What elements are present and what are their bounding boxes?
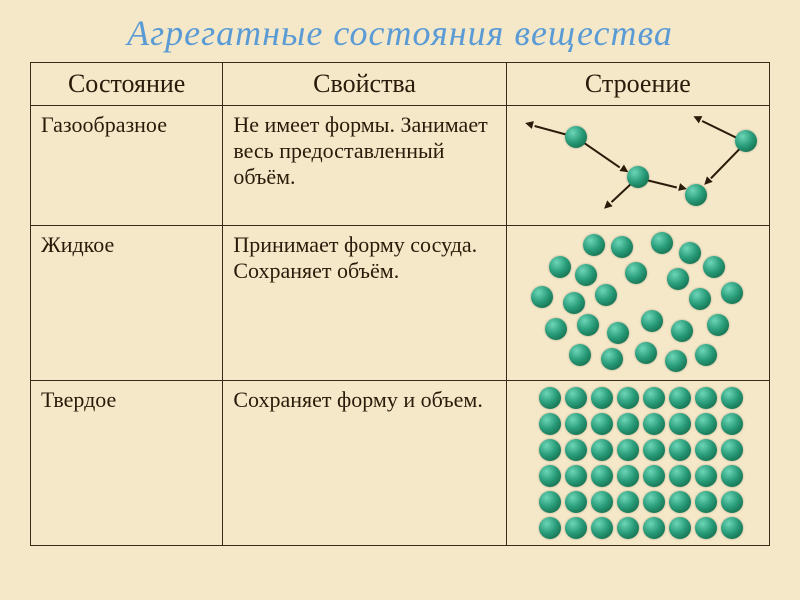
particle — [641, 310, 663, 332]
particle — [583, 234, 605, 256]
state-cell: Твердое — [31, 381, 223, 546]
particle — [617, 517, 639, 539]
header-row: Состояние Свойства Строение — [31, 63, 770, 106]
particle — [539, 413, 561, 435]
particle — [591, 465, 613, 487]
particle — [695, 344, 717, 366]
particle — [735, 130, 757, 152]
header-state: Состояние — [31, 63, 223, 106]
particle — [625, 262, 647, 284]
particle — [667, 268, 689, 290]
particle — [721, 282, 743, 304]
particle — [575, 264, 597, 286]
particle — [611, 236, 633, 258]
header-properties: Свойства — [223, 63, 506, 106]
particle — [591, 413, 613, 435]
particle — [545, 318, 567, 340]
page-title: Агрегатные состояния вещества — [0, 0, 800, 62]
particle — [565, 439, 587, 461]
particle — [565, 387, 587, 409]
particle — [665, 350, 687, 372]
particle — [643, 387, 665, 409]
particle — [669, 465, 691, 487]
particle — [669, 439, 691, 461]
particle — [679, 242, 701, 264]
particle — [643, 517, 665, 539]
particle — [721, 491, 743, 513]
particle — [591, 491, 613, 513]
particle — [549, 256, 571, 278]
particle — [721, 517, 743, 539]
particle — [539, 491, 561, 513]
properties-cell: Не имеет формы. Занимает весь предоставл… — [223, 106, 506, 226]
particle — [643, 465, 665, 487]
particle — [643, 491, 665, 513]
particle — [703, 256, 725, 278]
particle — [565, 465, 587, 487]
particle — [635, 342, 657, 364]
table-row: Твердое Сохраняет форму и объем. — [31, 381, 770, 546]
states-table: Состояние Свойства Строение Газообразное… — [30, 62, 770, 546]
particle — [651, 232, 673, 254]
particle — [601, 348, 623, 370]
particle — [685, 184, 707, 206]
particle — [531, 286, 553, 308]
particle — [565, 517, 587, 539]
particle — [721, 413, 743, 435]
particle — [669, 387, 691, 409]
particle — [617, 387, 639, 409]
particle — [591, 387, 613, 409]
structure-cell — [506, 226, 769, 381]
particle — [539, 387, 561, 409]
particle — [695, 517, 717, 539]
particle — [565, 413, 587, 435]
arrow-head — [524, 119, 534, 129]
particle — [721, 387, 743, 409]
particle — [539, 439, 561, 461]
particle — [643, 413, 665, 435]
particle — [591, 517, 613, 539]
particle — [565, 126, 587, 148]
particle — [669, 413, 691, 435]
particle — [671, 320, 693, 342]
particle — [695, 387, 717, 409]
particle — [617, 439, 639, 461]
structure-cell — [506, 381, 769, 546]
particle — [607, 322, 629, 344]
particle — [539, 517, 561, 539]
state-cell: Газообразное — [31, 106, 223, 226]
properties-cell: Сохраняет форму и объем. — [223, 381, 506, 546]
particle — [591, 439, 613, 461]
particle — [707, 314, 729, 336]
table-row: Газообразное Не имеет формы. Занимает ве… — [31, 106, 770, 226]
particle — [721, 439, 743, 461]
particle — [565, 491, 587, 513]
particle — [617, 465, 639, 487]
particle — [695, 465, 717, 487]
particle — [669, 491, 691, 513]
header-structure: Строение — [506, 63, 769, 106]
particle — [563, 292, 585, 314]
particle — [627, 166, 649, 188]
arrow-head — [691, 113, 702, 124]
particle — [695, 439, 717, 461]
particle — [721, 465, 743, 487]
particle — [695, 491, 717, 513]
particle — [643, 439, 665, 461]
particle — [539, 465, 561, 487]
particle — [669, 517, 691, 539]
state-cell: Жидкое — [31, 226, 223, 381]
particle — [577, 314, 599, 336]
particle — [689, 288, 711, 310]
particle — [595, 284, 617, 306]
table-row: Жидкое Принимает форму сосуда. Сохраняет… — [31, 226, 770, 381]
structure-cell — [506, 106, 769, 226]
particle — [617, 491, 639, 513]
properties-cell: Принимает форму сосуда. Сохраняет объём. — [223, 226, 506, 381]
particle — [617, 413, 639, 435]
particle — [695, 413, 717, 435]
particle — [569, 344, 591, 366]
